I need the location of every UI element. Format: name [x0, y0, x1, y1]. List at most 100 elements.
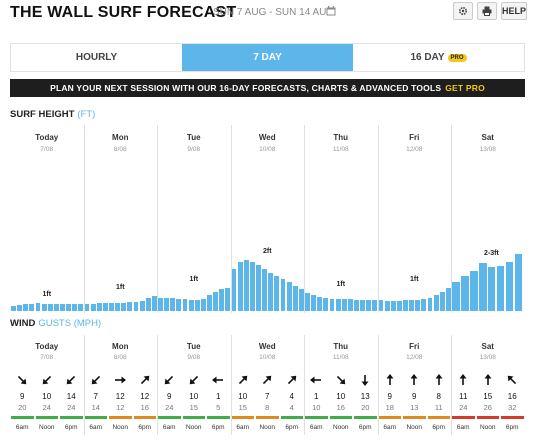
wind-rating-bar [280, 416, 303, 419]
wind-rating-bar [60, 416, 83, 419]
wind-speed: 7 [93, 392, 98, 401]
wind-speed: 16 [507, 392, 517, 401]
wind-heading: WIND GUSTS (MPH) [10, 318, 101, 329]
date-range: SUN 7 AUG - SUN 14 AUG [213, 7, 335, 18]
surf-bar [427, 298, 433, 311]
surf-bar [207, 295, 212, 311]
wind-gust: 15 [189, 403, 198, 412]
day-name: Tue [186, 133, 201, 142]
wind-rating-bar [109, 416, 132, 419]
surf-bar [145, 298, 151, 311]
surf-bar [439, 291, 445, 311]
tab-hourly-label: HOURLY [75, 52, 118, 63]
wind-rating-bar [305, 416, 328, 419]
surf-height-title: SURF HEIGHT [10, 109, 75, 120]
day-name: Thu [333, 133, 349, 142]
time-label: 6am [383, 424, 397, 431]
day-date: 12/08 [406, 146, 423, 153]
surf-bar [292, 286, 298, 311]
calendar-icon[interactable] [326, 6, 336, 16]
wind-rating-bar [35, 416, 58, 419]
surf-bar [78, 303, 84, 311]
surf-bar [102, 303, 108, 311]
settings-button[interactable] [453, 2, 473, 20]
help-button[interactable]: HELP [501, 2, 527, 20]
day-date: 11/08 [332, 354, 349, 361]
wind-day-column: Fri 12/08 9 18 6am 9 13 Noon 8 11 6pm [377, 335, 452, 444]
wind-gust: 26 [483, 403, 492, 412]
wind-speed: 15 [483, 392, 493, 401]
surf-bar [115, 302, 121, 311]
surf-bar [11, 305, 16, 311]
tab-16-day[interactable]: 16 DAY PRO [353, 44, 524, 71]
surf-bar [396, 300, 402, 311]
surf-bar [109, 303, 114, 311]
surf-bar [47, 303, 53, 311]
surf-bar [158, 298, 163, 311]
surf-bar [487, 266, 496, 311]
time-label: 6pm [138, 424, 152, 431]
wind-gust: 11 [434, 403, 443, 412]
surf-bar [17, 304, 23, 311]
tab-7-day[interactable]: 7 DAY [182, 44, 353, 71]
surf-bar [41, 303, 47, 311]
promo-banner[interactable]: PLAN YOUR NEXT SESSION WITH OUR 16-DAY F… [10, 79, 525, 97]
day-date: 7/08 [40, 354, 54, 361]
day-date: 9/08 [187, 146, 201, 153]
wind-rating-bar [11, 416, 34, 419]
surf-bar [341, 299, 347, 311]
surf-bar [96, 303, 102, 311]
surf-bar [182, 299, 188, 311]
surf-bar [366, 300, 372, 311]
surf-bar [286, 282, 292, 311]
wind-rating-bar [133, 416, 156, 419]
wind-gust: 18 [385, 403, 394, 412]
day-name: Tue [186, 342, 201, 351]
surf-bar [329, 298, 335, 311]
day-column: Mon 8/08 1ft [83, 125, 158, 313]
get-pro-link[interactable]: GET PRO [445, 83, 485, 93]
wind-day-column: Wed 10/08 10 15 6am 7 8 Noon 4 4 6pm [230, 335, 305, 444]
day-date: 8/08 [113, 354, 127, 361]
surf-bar [298, 288, 304, 311]
wind-direction-icon [138, 373, 152, 387]
wind-speed: 8 [436, 392, 441, 401]
tab-hourly[interactable]: HOURLY [11, 44, 182, 71]
surf-bar [433, 295, 439, 311]
day-column: Wed 10/08 2ft [230, 125, 305, 313]
surf-bar [280, 278, 286, 311]
print-button[interactable] [477, 2, 497, 20]
time-label: 6am [456, 424, 470, 431]
wind-rating-bar [231, 416, 254, 419]
surf-bar [415, 299, 421, 311]
surf-bar [60, 303, 65, 311]
wind-speed: 1 [314, 392, 319, 401]
day-divider [230, 125, 232, 313]
surf-bar [35, 303, 41, 311]
wind-speed: 1 [216, 392, 221, 401]
day-name: Today [35, 133, 59, 142]
surf-bar [514, 253, 523, 311]
day-name: Wed [258, 133, 276, 142]
wind-rating-bar [501, 416, 524, 419]
surf-bar [378, 300, 384, 311]
surf-bar [164, 298, 170, 311]
day-date: 9/08 [187, 354, 201, 361]
wind-gust: 12 [116, 403, 125, 412]
day-name: Sat [481, 342, 494, 351]
time-label: 6pm [358, 424, 372, 431]
day-divider [230, 335, 232, 435]
surf-height-unit: (FT) [77, 109, 96, 120]
wind-speed: 12 [115, 392, 125, 401]
wind-direction-icon [285, 373, 299, 387]
surf-height-label: 2ft [262, 248, 272, 256]
wind-speed: 10 [238, 392, 248, 401]
surf-bar [139, 300, 145, 311]
surf-bar [496, 265, 505, 311]
surf-bar [256, 264, 261, 311]
day-column: Fri 12/08 1ft [377, 125, 452, 313]
wind-title: WIND [10, 318, 36, 329]
wind-rating-bar [84, 416, 107, 419]
time-label: 6pm [211, 424, 225, 431]
wind-speed: 9 [387, 392, 392, 401]
